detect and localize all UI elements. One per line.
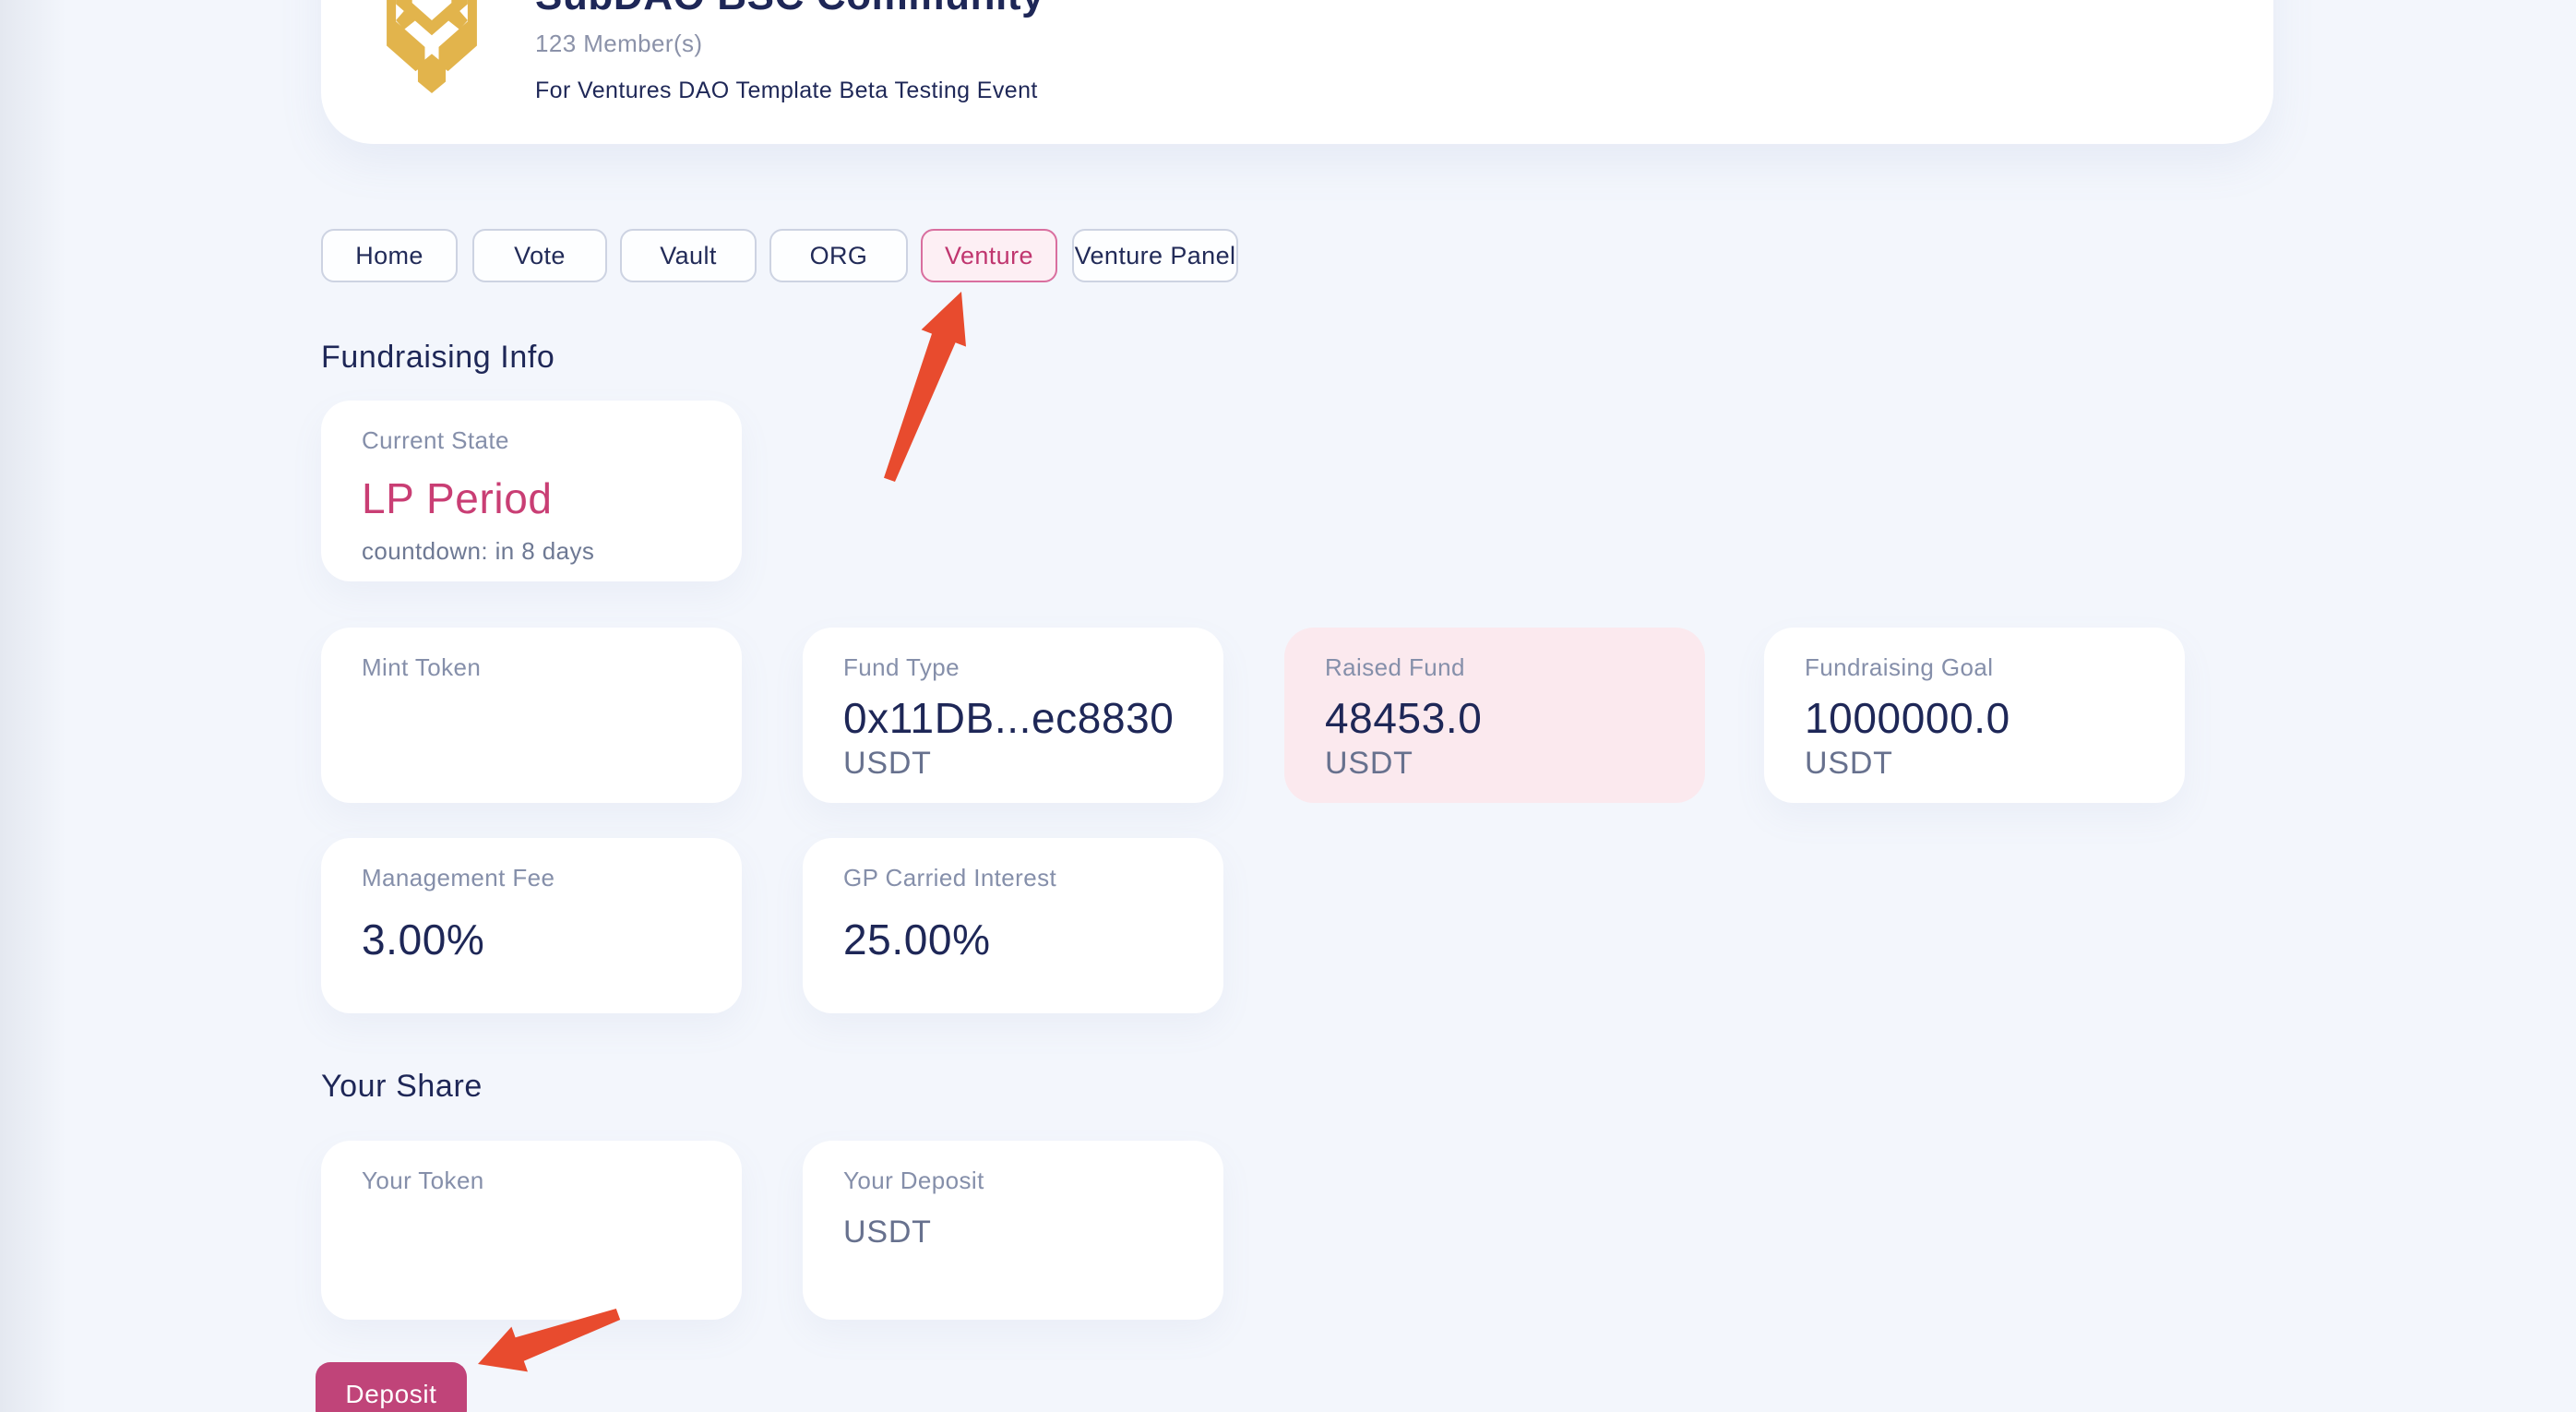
tab-vault-label: Vault (660, 242, 717, 269)
dao-member-count: 123 Member(s) (535, 30, 703, 57)
fundraising-info-heading: Fundraising Info (321, 340, 555, 375)
stat-label: GP Carried Interest (843, 864, 1057, 891)
dao-logo-icon (387, 0, 477, 93)
tab-venture-panel-label: Venture Panel (1074, 242, 1236, 269)
stat-value: 1000000.0 (1805, 694, 2010, 742)
stat-label: Your Token (362, 1167, 484, 1194)
stat-unit: USDT (843, 746, 932, 781)
tab-vote-label: Vote (514, 242, 566, 269)
left-edge-shade (0, 0, 66, 1412)
deposit-button[interactable]: Deposit (316, 1362, 467, 1412)
stat-label: Mint Token (362, 653, 482, 681)
stat-unit: USDT (1325, 746, 1413, 781)
stat-label: Management Fee (362, 864, 555, 891)
your-deposit-card: Your Deposit USDT (803, 1141, 1223, 1320)
tab-venture-label: Venture (945, 242, 1033, 269)
tab-org-label: ORG (809, 242, 868, 269)
arrow-annotation-venture-tab (884, 292, 966, 482)
tab-home[interactable]: Home (321, 229, 458, 282)
stat-label: Your Deposit (843, 1167, 984, 1194)
tab-vault[interactable]: Vault (620, 229, 757, 282)
stat-unit: USDT (843, 1215, 932, 1250)
current-state-value: LP Period (362, 474, 553, 522)
dao-title: SubDAO BSC Community (535, 0, 1044, 18)
stat-card-fundraising-goal: Fundraising Goal 1000000.0 USDT (1764, 628, 2185, 803)
stat-unit: USDT (1805, 746, 1893, 781)
stat-label: Fund Type (843, 653, 960, 681)
your-token-card: Your Token (321, 1141, 742, 1320)
tab-venture-panel[interactable]: Venture Panel (1072, 229, 1238, 282)
current-state-label: Current State (362, 426, 509, 454)
dao-description: For Ventures DAO Template Beta Testing E… (535, 78, 1038, 103)
stat-card-management-fee: Management Fee 3.00% (321, 838, 742, 1013)
stat-card-gp-carried-interest: GP Carried Interest 25.00% (803, 838, 1223, 1013)
tab-vote[interactable]: Vote (472, 229, 607, 282)
stat-card-fund-type: Fund Type 0x11DB...ec8830 USDT (803, 628, 1223, 803)
dao-header-card: SubDAO BSC Community 123 Member(s) For V… (321, 0, 2273, 144)
stat-card-mint-token: Mint Token (321, 628, 742, 803)
stat-label: Fundraising Goal (1805, 653, 1994, 681)
deposit-button-label: Deposit (345, 1379, 437, 1408)
stat-label: Raised Fund (1325, 653, 1465, 681)
stat-value: 0x11DB...ec8830 (843, 694, 1175, 742)
stat-value: 25.00% (843, 915, 991, 963)
tab-venture[interactable]: Venture (921, 229, 1057, 282)
stat-value: 3.00% (362, 915, 485, 963)
current-state-card: Current State LP Period countdown: in 8 … (321, 401, 742, 581)
stat-value: 48453.0 (1325, 694, 1483, 742)
tab-org[interactable]: ORG (769, 229, 908, 282)
tab-home-label: Home (355, 242, 423, 269)
current-state-countdown: countdown: in 8 days (362, 537, 595, 565)
stat-card-raised-fund: Raised Fund 48453.0 USDT (1284, 628, 1705, 803)
your-share-heading: Your Share (321, 1069, 483, 1104)
